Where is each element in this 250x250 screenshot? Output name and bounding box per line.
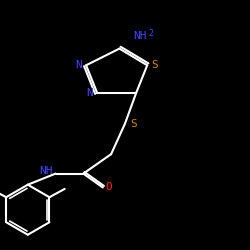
Text: 2: 2	[148, 29, 154, 38]
Text: NH: NH	[133, 31, 147, 41]
Text: NH: NH	[39, 166, 53, 176]
Text: N: N	[75, 60, 82, 70]
Text: S: S	[130, 118, 137, 128]
Text: S: S	[152, 60, 158, 70]
Text: N: N	[86, 88, 93, 98]
Text: O: O	[106, 182, 112, 192]
